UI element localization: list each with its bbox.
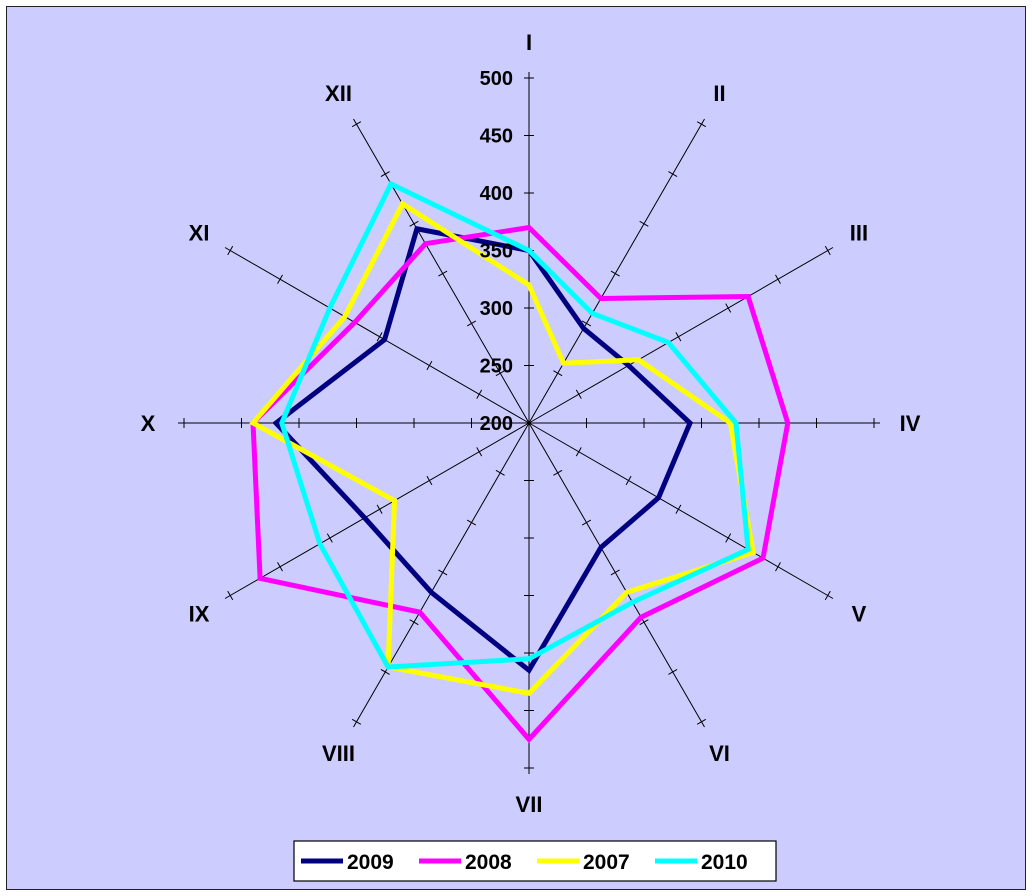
series-layer [249, 180, 791, 744]
axis-tick [426, 360, 433, 371]
axis-tick [775, 562, 781, 572]
axis-tick [495, 370, 505, 377]
axis-spoke [528, 118, 705, 424]
axis-tick [610, 569, 620, 576]
series-line-2008 [250, 224, 791, 744]
axis-spoke [528, 422, 705, 728]
category-label: IV [900, 411, 921, 436]
axis-tick [466, 519, 477, 526]
axis-tick [725, 303, 732, 313]
axis-tick [725, 533, 732, 543]
category-label: XII [325, 81, 352, 106]
axis-tick [575, 447, 582, 457]
axis-tick [696, 121, 707, 128]
category-label: VI [709, 741, 730, 766]
axis-spoke [528, 422, 834, 599]
category-label: IX [189, 602, 210, 627]
axis-tick [326, 533, 333, 543]
r-tick-label: 500 [480, 68, 513, 90]
axis-tick [639, 619, 649, 626]
category-label: XI [189, 221, 210, 246]
category-label: III [850, 221, 868, 246]
axis-tick [438, 569, 448, 576]
legend-label-2007: 2007 [583, 851, 630, 874]
category-label: VII [516, 792, 543, 817]
axis-tick [553, 370, 563, 377]
category-label: VIII [322, 741, 355, 766]
axis-tick [581, 519, 592, 526]
axis-spoke [528, 247, 834, 424]
axis-tick [227, 590, 234, 601]
axis-tick [351, 121, 362, 128]
axis-tick [639, 220, 649, 227]
axis-spoke [353, 422, 530, 728]
axis-tick [277, 274, 283, 284]
labels-layer: IIIIIIIVVVIVIIVIIIIXXXIXII20025030035040… [141, 30, 921, 817]
axis-tick [775, 274, 781, 284]
axis-tick [668, 171, 678, 177]
axis-tick [675, 504, 682, 514]
axis-tick [824, 590, 831, 601]
axis-tick [476, 447, 483, 457]
axis-tick [277, 562, 283, 572]
r-tick-label: 300 [480, 298, 513, 320]
axes-layer [178, 72, 880, 774]
axis-tick [553, 469, 563, 476]
legend: 2009 2008 2007 2010 [293, 840, 777, 882]
legend-label-2009: 2009 [347, 851, 394, 874]
category-label: V [852, 602, 867, 627]
axis-tick [409, 220, 419, 227]
r-tick-label: 200 [480, 413, 513, 435]
axis-tick [466, 320, 477, 327]
axis-tick [476, 389, 483, 399]
series-line-2010 [279, 180, 751, 670]
r-tick-label: 400 [480, 183, 513, 205]
axis-tick [581, 320, 592, 327]
axis-tick [668, 669, 678, 675]
series-line-2009 [272, 225, 693, 675]
legend-label-2010: 2010 [701, 851, 748, 874]
legend-label-2008: 2008 [465, 851, 512, 874]
axis-tick [380, 669, 390, 675]
axis-tick [625, 475, 632, 486]
axis-tick [575, 389, 582, 399]
category-label: X [141, 411, 156, 436]
axis-tick [438, 270, 448, 277]
chart-frame [6, 6, 1026, 890]
axis-spoke [353, 118, 530, 424]
r-tick-label: 350 [480, 241, 513, 263]
axis-tick [426, 475, 433, 486]
category-label: II [713, 81, 725, 106]
axis-spoke [224, 247, 530, 424]
r-tick-label: 450 [480, 126, 513, 148]
axis-tick [351, 718, 362, 725]
axis-tick [696, 718, 707, 725]
axis-tick [824, 245, 831, 256]
series-line-2007 [249, 200, 756, 697]
r-tick-label: 250 [480, 356, 513, 378]
axis-tick [376, 332, 383, 342]
axis-spoke [224, 422, 530, 599]
axis-tick [610, 270, 620, 277]
axis-tick [675, 332, 682, 342]
axis-tick [495, 469, 505, 476]
category-label: I [526, 30, 532, 55]
axis-tick [376, 504, 383, 514]
axis-tick [227, 245, 234, 256]
axis-tick [380, 171, 390, 177]
axis-tick [409, 619, 419, 626]
